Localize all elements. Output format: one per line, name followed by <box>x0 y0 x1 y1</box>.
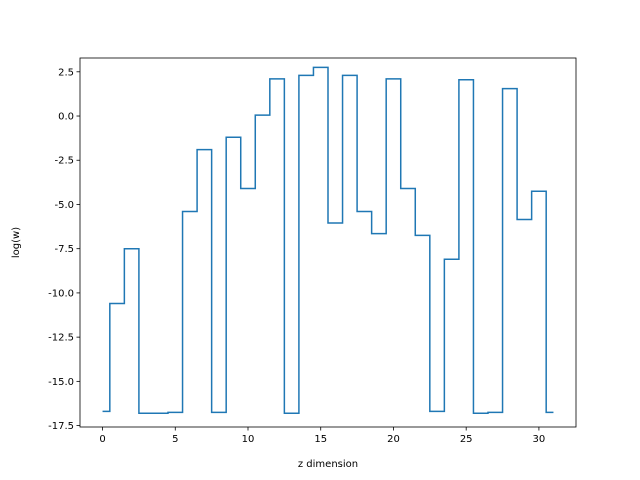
x-tick-label: 5 <box>172 434 178 445</box>
y-tick-label: 2.5 <box>58 67 74 78</box>
axes: 0 5 10 15 20 25 30 2.5 0.0 -2.5 -5.0 -7.5 -10.0 -12.5… <box>48 57 577 445</box>
y-tick-label: -7.5 <box>54 244 74 255</box>
y-axis-label: log(w) <box>11 227 22 258</box>
y-tick-label: -2.5 <box>54 156 74 167</box>
y-tick-label: -15.0 <box>48 377 74 388</box>
plot-area <box>102 66 554 414</box>
y-tick-label: -5.0 <box>54 200 74 211</box>
x-tick-label: 0 <box>99 434 105 445</box>
x-tick-label: 25 <box>460 434 473 445</box>
series-line-0 <box>102 66 554 414</box>
x-tick-label: 30 <box>533 434 546 445</box>
x-tick-label: 20 <box>387 434 400 445</box>
x-axis-label: z dimension <box>298 459 358 470</box>
x-tick-label: 15 <box>314 434 327 445</box>
x-tick-label: 10 <box>242 434 255 445</box>
y-tick-label: -10.0 <box>48 288 74 299</box>
y-tick-label: 0.0 <box>58 112 74 123</box>
y-tick-label: -17.5 <box>48 421 74 432</box>
y-tick-label: -12.5 <box>48 333 74 344</box>
axes-frame <box>79 57 577 428</box>
